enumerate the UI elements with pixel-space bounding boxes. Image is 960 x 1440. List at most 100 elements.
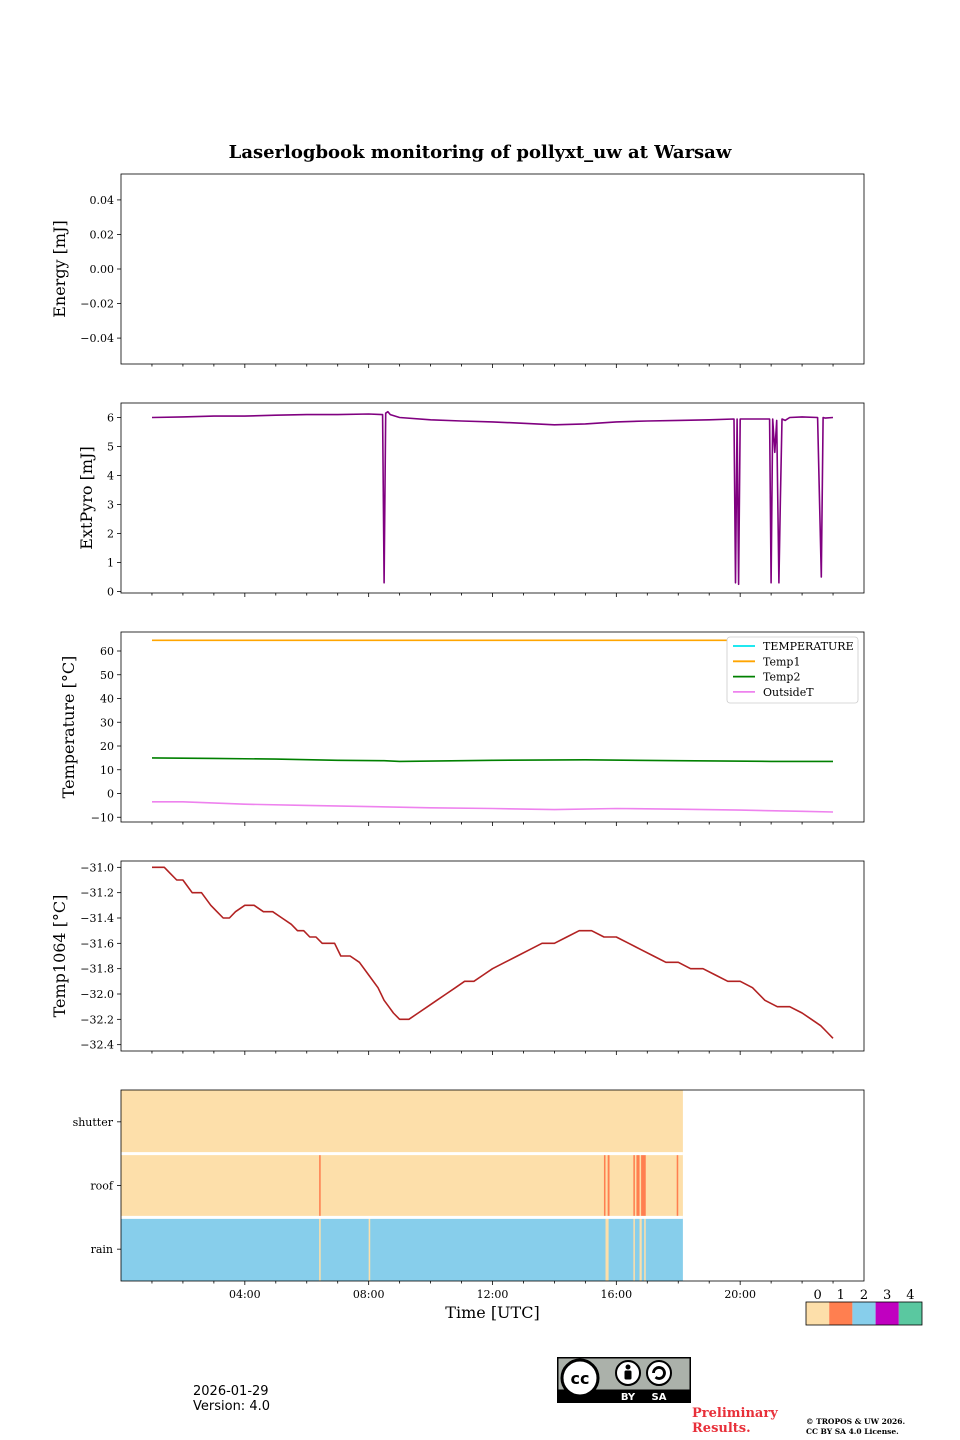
status-segment [605,1217,609,1281]
status-segment [633,1153,635,1218]
extpyro-y-tick-label: 4 [107,470,114,483]
extpyro-y-tick-label: 3 [107,499,114,512]
status-segment [676,1153,679,1218]
share-alike-icon-arrow [652,1366,666,1380]
x-tick-label: 16:00 [600,1288,632,1301]
copyright-line-1: © TROPOS & UW 2026. [806,1417,906,1426]
status-segment [639,1217,642,1281]
temp1064-y-tick-label: −31.8 [80,963,114,976]
energy-y-tick-label: 0.00 [90,263,115,276]
status-segment [641,1153,646,1218]
temperature-y-tick-label: −10 [91,811,114,824]
status-row-roof: roof [90,1152,683,1218]
preliminary-results-note: Preliminary Results. [692,1406,778,1436]
energy-y-tick-label: −0.02 [80,298,114,311]
status-panel: shutter roof rain 04:00 08:00 12:00 16:00 20:00… [73,1089,865,1322]
colorbar-label-4: 4 [906,1288,914,1303]
temperature-series-outsidet [152,800,834,813]
status-row-rain: rain [91,1215,683,1281]
cc-by-sa-license-badge: cc BY SA [557,1357,691,1403]
status-segment [636,1153,640,1218]
colorbar-label-1: 1 [837,1288,845,1303]
status-row-shutter: shutter [73,1090,683,1154]
attribution-icon-body [624,1370,632,1380]
colorbar-swatch-3 [875,1302,899,1325]
energy-y-tick-label: −0.04 [80,332,114,345]
preliminary-line-1: Preliminary [692,1406,778,1421]
legend-label-temperature: TEMPERATURE [763,640,854,653]
extpyro-axes-frame [120,402,865,594]
temperature-y-tick-label: 60 [100,645,114,658]
extpyro-y-tick-label: 6 [107,412,114,425]
temperature-y-tick-label: 0 [107,788,114,801]
colorbar-swatch-0 [806,1302,830,1325]
temp1064-y-tick-label: −32.0 [80,988,114,1001]
x-tick-label: 12:00 [477,1288,509,1301]
energy-y-tick-label: 0.04 [90,194,115,207]
status-row-shutter-base [121,1090,683,1154]
temp1064-y-tick-label: −31.4 [80,912,114,925]
energy-y-tick-label: 0.02 [90,228,115,241]
status-segment [319,1153,321,1218]
temperature-series-temp2 [151,757,833,763]
legend-box [726,636,859,704]
temperature-y-tick-label: 10 [100,764,114,777]
footer-date-version: 2026-01-29 Version: 4.0 [193,1384,270,1414]
temp1064-axes-frame [120,860,865,1052]
temp1064-y-tick-label: −31.0 [80,861,114,874]
status-segment [644,1217,646,1281]
status-row-label-roof: roof [90,1180,114,1193]
temperature-y-tick-label: 20 [100,740,114,753]
temperature-legend: TEMPERATURE Temp1 Temp2 OutsideT [726,636,859,704]
x-axis-label: Time [UTC] [445,1303,539,1322]
copyright-note: © TROPOS & UW 2026. CC BY SA 4.0 License… [806,1417,905,1437]
colorbar-swatch-2 [852,1302,876,1325]
temp1064-y-axis-label: Temp1064 [°C] [50,895,69,1018]
status-segment [603,1153,606,1218]
x-tick-label: 08:00 [353,1288,385,1301]
license-sa-label: SA [652,1392,667,1403]
temperature-y-axis-label: Temperature [°C] [59,656,78,799]
chart-title: Laserlogbook monitoring of pollyxt_uw at… [229,142,732,163]
temperature-y-tick-label: 50 [100,669,114,682]
x-tick-label: 04:00 [229,1288,261,1301]
temperature-panel: 60 50 40 30 20 10 0 −10 Temperature [°C] TEMPERAT… [59,631,865,824]
colorbar-label-0: 0 [813,1288,821,1303]
colorbar-label-2: 2 [860,1288,868,1303]
temp1064-y-tick-label: −32.4 [80,1039,114,1052]
temp1064-y-tick-label: −31.2 [80,887,114,900]
footer-version: Version: 4.0 [193,1399,270,1414]
legend-label-temp1: Temp1 [763,655,800,668]
status-row-label-shutter: shutter [73,1116,114,1129]
license-by-label: BY [621,1392,636,1403]
extpyro-y-tick-label: 0 [107,586,114,599]
temp1064-panel: −31.0 −31.2 −31.4 −31.6 −31.8 −32.0 −32.2 −32.4… [50,860,865,1052]
status-row-roof-base [121,1153,683,1218]
extpyro-y-tick-label: 5 [107,441,114,454]
cc-icon-label: cc [571,1369,590,1388]
extpyro-series-extpyro [151,410,834,586]
status-row-rain-base [121,1217,683,1281]
copyright-line-2: CC BY SA 4.0 License. [806,1427,899,1436]
colorbar-label-3: 3 [883,1288,891,1303]
colorbar-swatch-1 [829,1302,853,1325]
energy-axes-frame [120,173,865,365]
status-segment [633,1217,635,1281]
extpyro-y-axis-label: ExtPyro [mJ] [77,446,96,549]
legend-label-temp2: Temp2 [763,671,800,684]
status-segment [319,1217,321,1281]
legend-label-outsidet: OutsideT [763,686,814,699]
preliminary-line-2: Results. [692,1421,751,1436]
share-alike-icon [646,1360,672,1386]
x-tick-label: 20:00 [724,1288,756,1301]
temp1064-y-tick-label: −31.6 [80,937,114,950]
status-segment [607,1153,610,1218]
status-row-label-rain: rain [91,1243,113,1256]
colorbar-frame [805,1301,923,1326]
energy-panel: 0.04 0.02 0.00 −0.02 −0.04 Energy [mJ] [50,173,865,365]
extpyro-y-tick-label: 1 [107,557,114,570]
temp1064-series-temp1064 [152,866,834,1039]
